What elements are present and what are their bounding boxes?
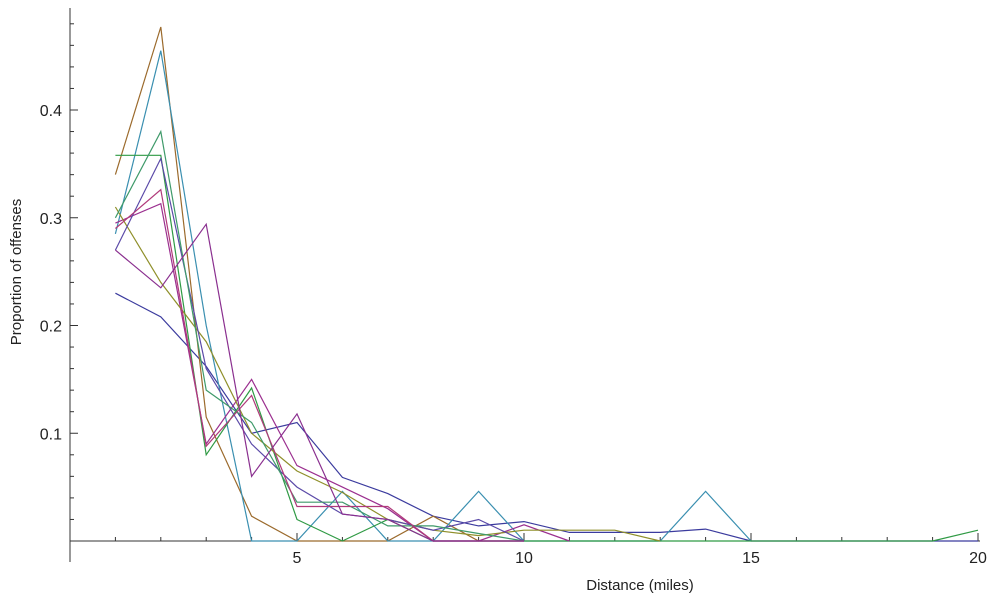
- series-line-7: [114, 156, 525, 542]
- y-tick-label: 0.2: [40, 319, 62, 336]
- series-line-5: [115, 202, 570, 542]
- series-line-2: [114, 26, 524, 542]
- series-line-3: [114, 50, 752, 542]
- series-line-8: [114, 129, 525, 542]
- series-line-4: [115, 154, 979, 542]
- x-tick-label: 10: [515, 550, 533, 567]
- series-group: [114, 26, 979, 542]
- x-tick-label: 5: [293, 550, 302, 567]
- x-tick-label: 20: [969, 550, 987, 567]
- x-tick-label: 15: [742, 550, 760, 567]
- axes-group: 5 10 15 20 0.1 0.2 0.3 0.4: [40, 8, 987, 567]
- series-line-6: [114, 206, 661, 542]
- series-line-1: [115, 292, 978, 542]
- y-axis-title: Proportion of offenses: [8, 199, 25, 345]
- series-line-10: [115, 222, 524, 542]
- y-tick-label: 0.1: [40, 426, 62, 443]
- y-tick-label: 0.3: [40, 211, 62, 228]
- series-line-9: [115, 188, 524, 542]
- x-axis-title: Distance (miles): [586, 577, 694, 594]
- labels-group: Distance (miles) Proportion of offenses: [8, 199, 694, 594]
- y-tick-label: 0.4: [40, 103, 62, 120]
